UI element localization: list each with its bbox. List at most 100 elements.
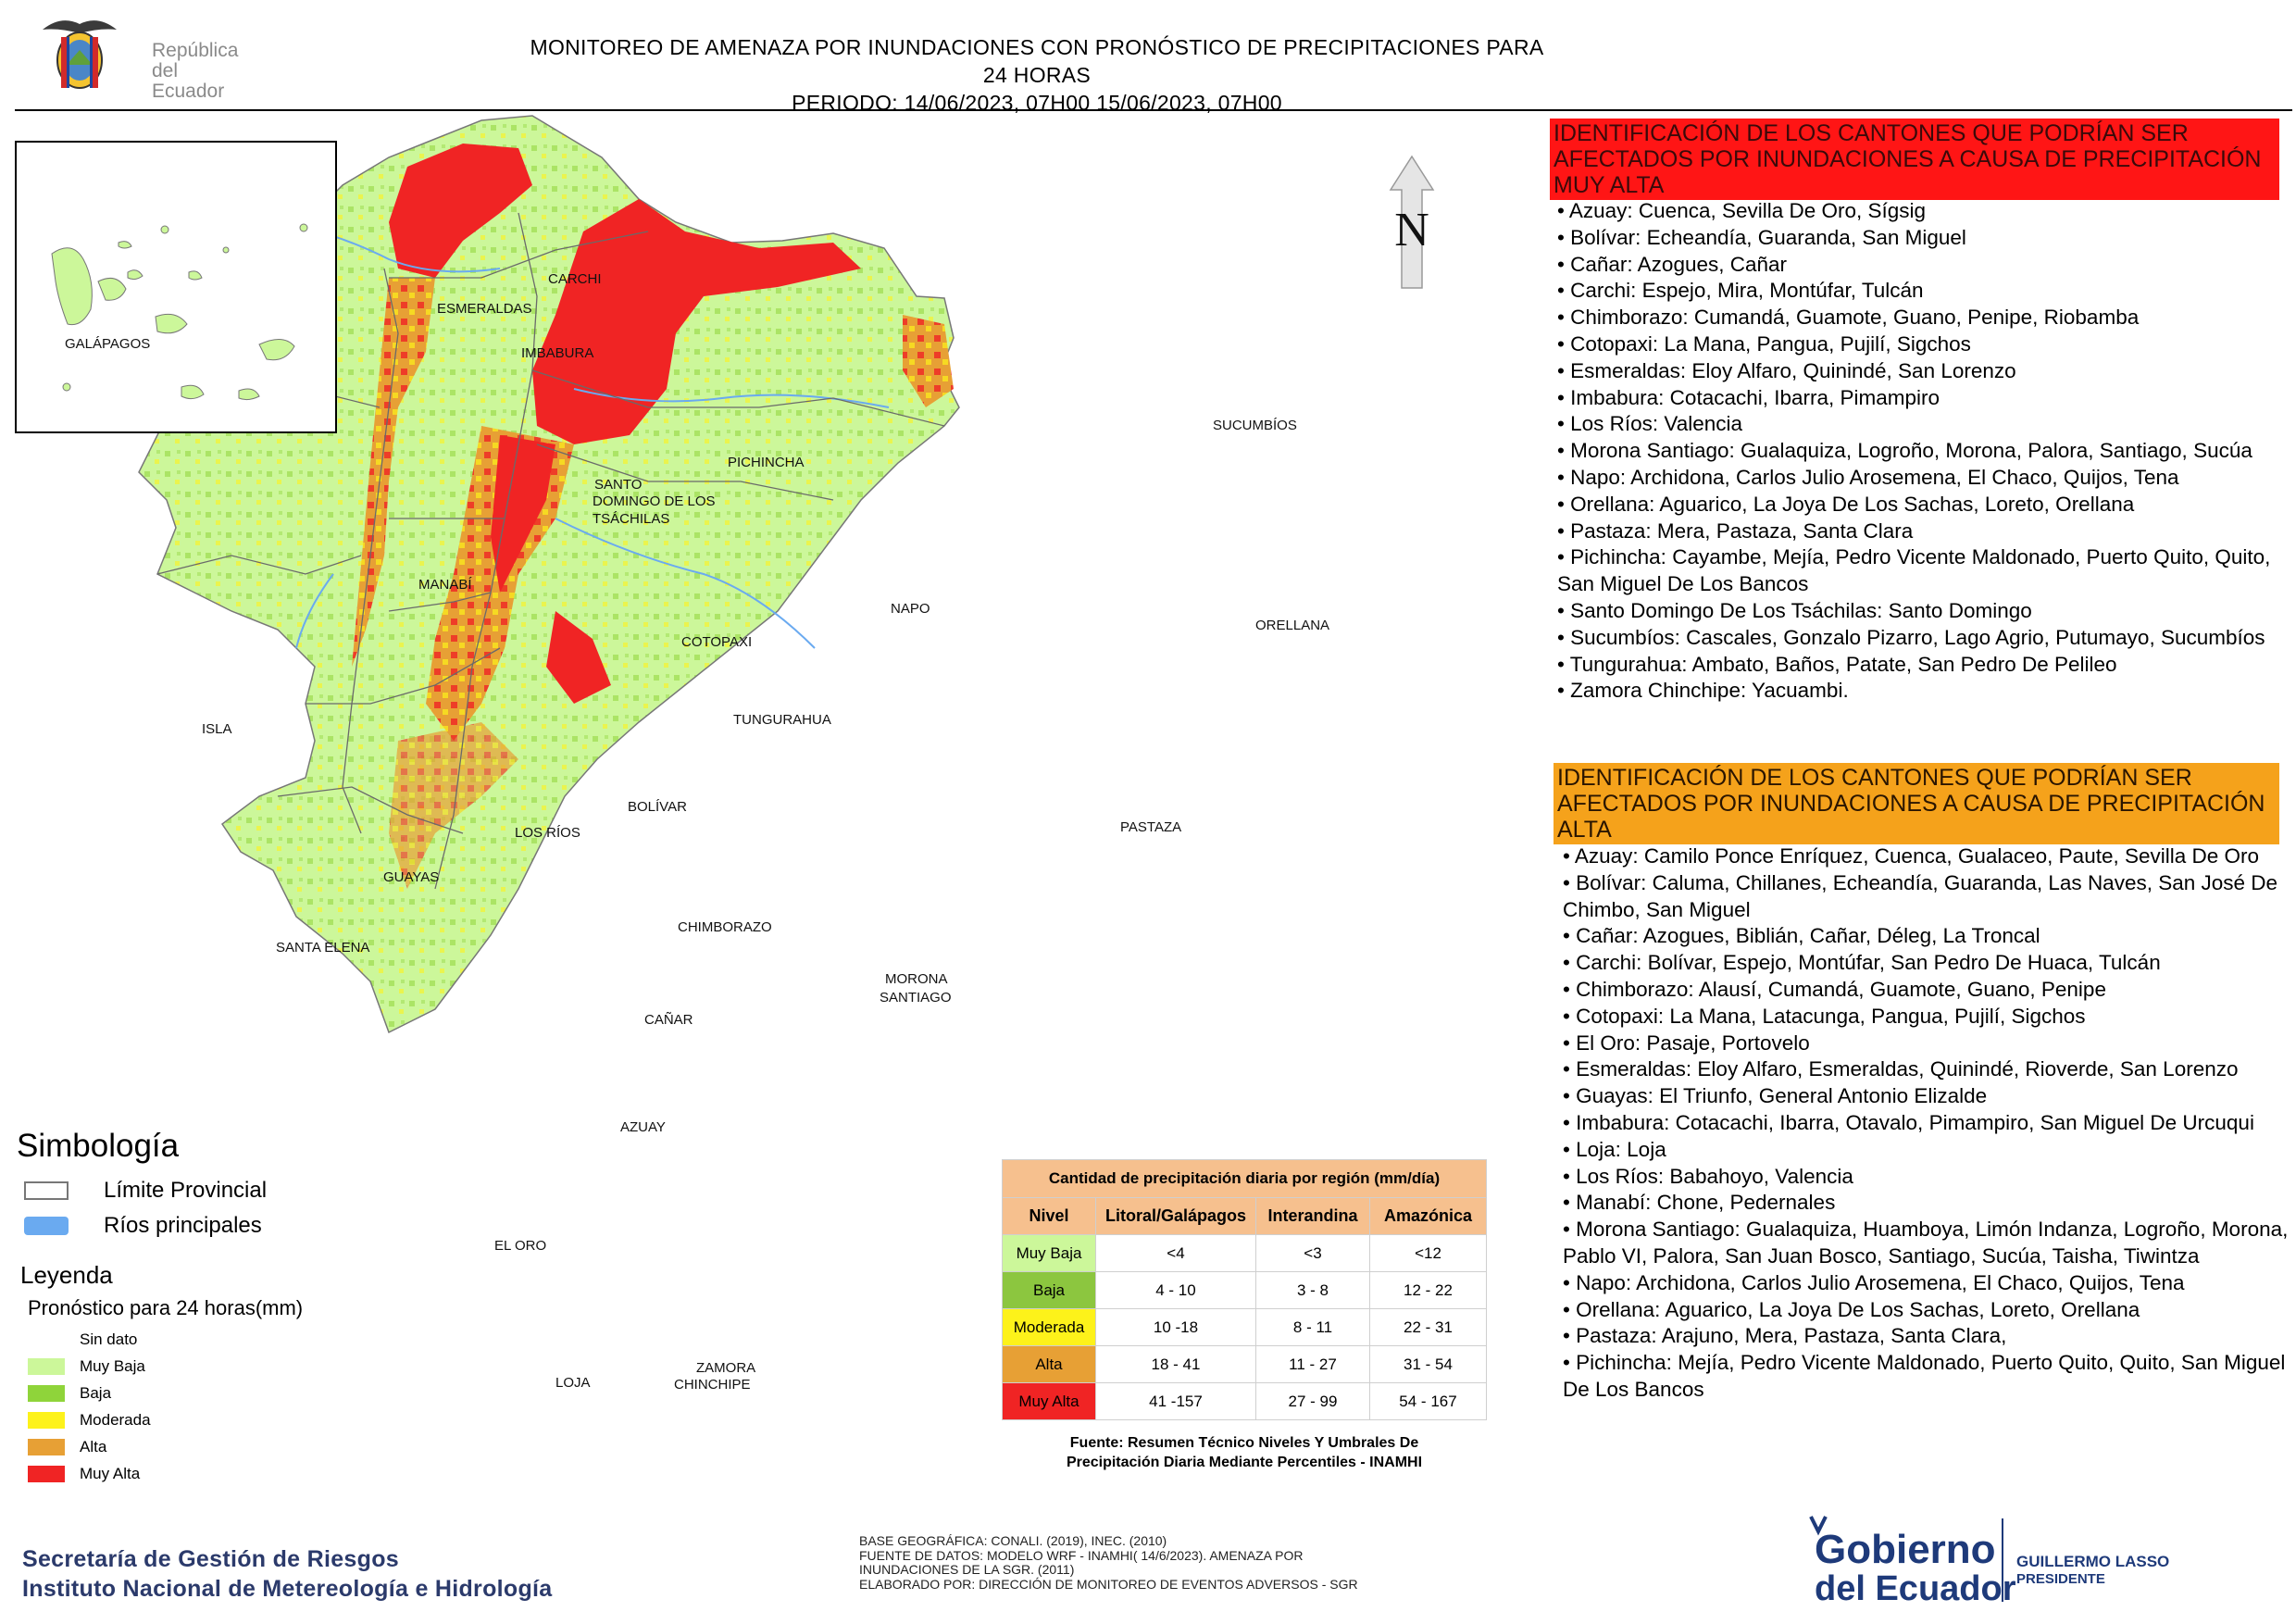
simbologia-item-rios: Ríos principales <box>24 1213 262 1239</box>
legend-item-alta: Alta <box>28 1437 106 1457</box>
muy-alta-header: IDENTIFICACIÓN DE LOS CANTONES QUE PODRÍ… <box>1550 119 2279 200</box>
table-nivel-cell: Muy Baja <box>1002 1234 1096 1272</box>
north-arrow-icon: N <box>1389 155 1435 289</box>
table-nivel-cell: Moderada <box>1002 1308 1096 1346</box>
list-item: • Cañar: Azogues, Biblián, Cañar, Déleg,… <box>1563 924 2040 948</box>
list-item: • Imbabura: Cotacachi, Ibarra, Otavalo, … <box>1563 1110 2254 1134</box>
logo-text: República del Ecuador <box>152 41 256 102</box>
label-santo-domingo-1: SANTO <box>594 477 642 493</box>
muy-alta-list: • Azuay: Cuenca, Sevilla De Oro, Sígsig … <box>1557 198 2289 705</box>
list-item: • Bolívar: Caluma, Chillanes, Echeandía,… <box>1563 870 2278 921</box>
leyenda-subtitle: Pronóstico para 24 horas(mm) <box>28 1296 304 1319</box>
legend-label: Alta <box>80 1438 107 1455</box>
label-los-rios: LOS RÍOS <box>515 825 580 841</box>
muy-alta-zone-morona <box>546 611 611 704</box>
list-item: • Napo: Archidona, Carlos Julio Arosemen… <box>1557 465 2179 489</box>
list-item: • Azuay: Cuenca, Sevilla De Oro, Sígsig <box>1557 199 1927 222</box>
table-cell: 22 - 31 <box>1369 1308 1487 1346</box>
table-row: Muy Alta 41 -157 27 - 99 54 - 167 <box>1002 1382 1487 1420</box>
list-item: • Tungurahua: Ambato, Baños, Patate, San… <box>1557 652 2117 676</box>
label-zamora-1: ZAMORA <box>696 1360 755 1376</box>
list-item: • Cotopaxi: La Mana, Latacunga, Pangua, … <box>1563 1004 2086 1028</box>
table-cell: 41 -157 <box>1095 1382 1256 1420</box>
list-item: • Zamora Chinchipe: Yacuambi. <box>1557 679 1849 703</box>
legend-item-muy-alta: Muy Alta <box>28 1464 140 1484</box>
label-tungurahua: TUNGURAHUA <box>733 712 831 728</box>
list-item: • Morona Santiago: Gualaquiza, Logroño, … <box>1557 439 2252 463</box>
label-napo: NAPO <box>891 601 930 617</box>
label-orellana: ORELLANA <box>1255 618 1329 633</box>
legend-item-baja: Baja <box>28 1383 111 1404</box>
list-item: • Pastaza: Mera, Pastaza, Santa Clara <box>1557 518 1914 543</box>
muy-alta-zone-napo-sucumbios <box>532 199 861 444</box>
legend-swatch <box>28 1358 65 1375</box>
gobierno-ecuador-logo: Gobierno del Ecuador GUILLERMO LASSO PRE… <box>1796 1511 2203 1608</box>
list-item: • Bolívar: Echeandía, Guaranda, San Migu… <box>1557 225 1966 249</box>
table-row: Moderada 10 -18 8 - 11 22 - 31 <box>1002 1308 1487 1346</box>
galapagos-map: GALÁPAGOS <box>51 223 308 401</box>
list-item: • Cañar: Azogues, Cañar <box>1557 252 1788 276</box>
list-item: • Esmeraldas: Eloy Alfaro, Esmeraldas, Q… <box>1563 1057 2239 1081</box>
label-bolivar: BOLÍVAR <box>628 799 687 815</box>
gobierno-logo-icon: Gobierno del Ecuador GUILLERMO LASSO PRE… <box>1809 1516 2169 1608</box>
list-item: • Morona Santiago: Gualaquiza, Huamboya,… <box>1563 1218 2289 1268</box>
list-item: • Orellana: Aguarico, La Joya De Los Sac… <box>1557 492 2135 516</box>
table-row: Baja 4 - 10 3 - 8 12 - 22 <box>1002 1271 1487 1309</box>
alta-list: • Azuay: Camilo Ponce Enríquez, Cuenca, … <box>1563 843 2290 1404</box>
list-item: • El Oro: Pasaje, Portovelo <box>1563 1031 1810 1055</box>
river-swatch <box>24 1217 69 1235</box>
table-source: Fuente: Resumen Técnico Niveles Y Umbral… <box>1002 1433 1487 1472</box>
table-cell: 27 - 99 <box>1255 1382 1370 1420</box>
list-item: • Napo: Archidona, Carlos Julio Arosemen… <box>1563 1270 2185 1294</box>
credit-line: INUNDACIONES DE LA SGR. (2011) <box>859 1562 1075 1577</box>
legend-item-muy-baja: Muy Baja <box>28 1356 145 1377</box>
legend-label: Muy Alta <box>80 1465 141 1482</box>
galapagos-inset[interactable]: GALÁPAGOS <box>15 141 337 433</box>
north-label: N <box>1394 204 1429 256</box>
alta-header: IDENTIFICACIÓN DE LOS CANTONES QUE PODRÍ… <box>1554 763 2279 844</box>
list-item: • Chimborazo: Alausí, Cumandá, Guamote, … <box>1563 977 2106 1001</box>
province-boundaries <box>156 212 945 890</box>
table-row: Alta 18 - 41 11 - 27 31 - 54 <box>1002 1345 1487 1383</box>
title-line-1: MONITOREO DE AMENAZA POR INUNDACIONES CO… <box>530 35 1544 87</box>
leyenda-title: Leyenda <box>20 1261 113 1289</box>
label-esmeraldas: ESMERALDAS <box>437 301 532 317</box>
list-item: • Azuay: Camilo Ponce Enríquez, Cuenca, … <box>1563 844 2260 868</box>
precipitation-table: Cantidad de precipitación diaria por reg… <box>1002 1159 1487 1420</box>
label-manabi: MANABÍ <box>418 577 472 593</box>
label-chimborazo: CHIMBORAZO <box>678 919 772 935</box>
label-cotopaxi: COTOPAXI <box>681 634 752 650</box>
table-row: Muy Baja <4 <3 <12 <box>1002 1234 1487 1272</box>
legend-label: Muy Baja <box>80 1357 145 1375</box>
muy-alta-zone-esmeraldas <box>389 144 532 278</box>
credit-line: FUENTE DE DATOS: MODELO WRF - INAMHI( 14… <box>859 1547 1304 1563</box>
list-item: • Pastaza: Arajuno, Mera, Pastaza, Santa… <box>1563 1324 2007 1348</box>
alta-zone-south <box>389 722 518 889</box>
label-santa-elena: SANTA ELENA <box>276 940 369 956</box>
table-cell: 11 - 27 <box>1255 1345 1370 1383</box>
province-boundary-swatch <box>24 1181 69 1200</box>
table-nivel-cell: Baja <box>1002 1271 1096 1309</box>
north-arrow: N <box>1379 153 1444 292</box>
label-canar: CAÑAR <box>644 1012 693 1028</box>
table-cell: <12 <box>1369 1234 1487 1272</box>
list-item: • Loja: Loja <box>1563 1137 1666 1161</box>
institution-sgr: Secretaría de Gestión de Riesgos <box>22 1546 399 1572</box>
legend-swatch <box>28 1439 65 1455</box>
list-item: • Cotopaxi: La Mana, Pangua, Pujilí, Sig… <box>1557 331 1971 356</box>
label-isla: ISLA <box>202 721 232 737</box>
list-item: • Carchi: Espejo, Mira, Montúfar, Tulcán <box>1557 279 1924 303</box>
table-cell: 3 - 8 <box>1255 1271 1370 1309</box>
map-title: MONITOREO DE AMENAZA POR INUNDACIONES CO… <box>518 33 1555 117</box>
table-cell: 31 - 54 <box>1369 1345 1487 1383</box>
label-santo-domingo-3: TSÁCHILAS <box>593 511 669 527</box>
table-cell: 8 - 11 <box>1255 1308 1370 1346</box>
simbologia-label: Ríos principales <box>104 1213 262 1238</box>
ecuador-map[interactable]: CARCHI ESMERALDAS IMBABURA SUCUMBÍOS PIC… <box>0 111 1574 1593</box>
label-galapagos: GALÁPAGOS <box>65 336 150 352</box>
list-item: • Pichincha: Mejía, Pedro Vicente Maldon… <box>1563 1351 2286 1401</box>
table-source-line-1: Fuente: Resumen Técnico Niveles Y Umbral… <box>1069 1435 1419 1451</box>
list-item: • Pichincha: Cayambe, Mejía, Pedro Vicen… <box>1557 545 2271 596</box>
list-item: • Carchi: Bolívar, Espejo, Montúfar, San… <box>1563 951 2161 975</box>
table-header-litoral: Litoral/Galápagos <box>1095 1197 1256 1235</box>
